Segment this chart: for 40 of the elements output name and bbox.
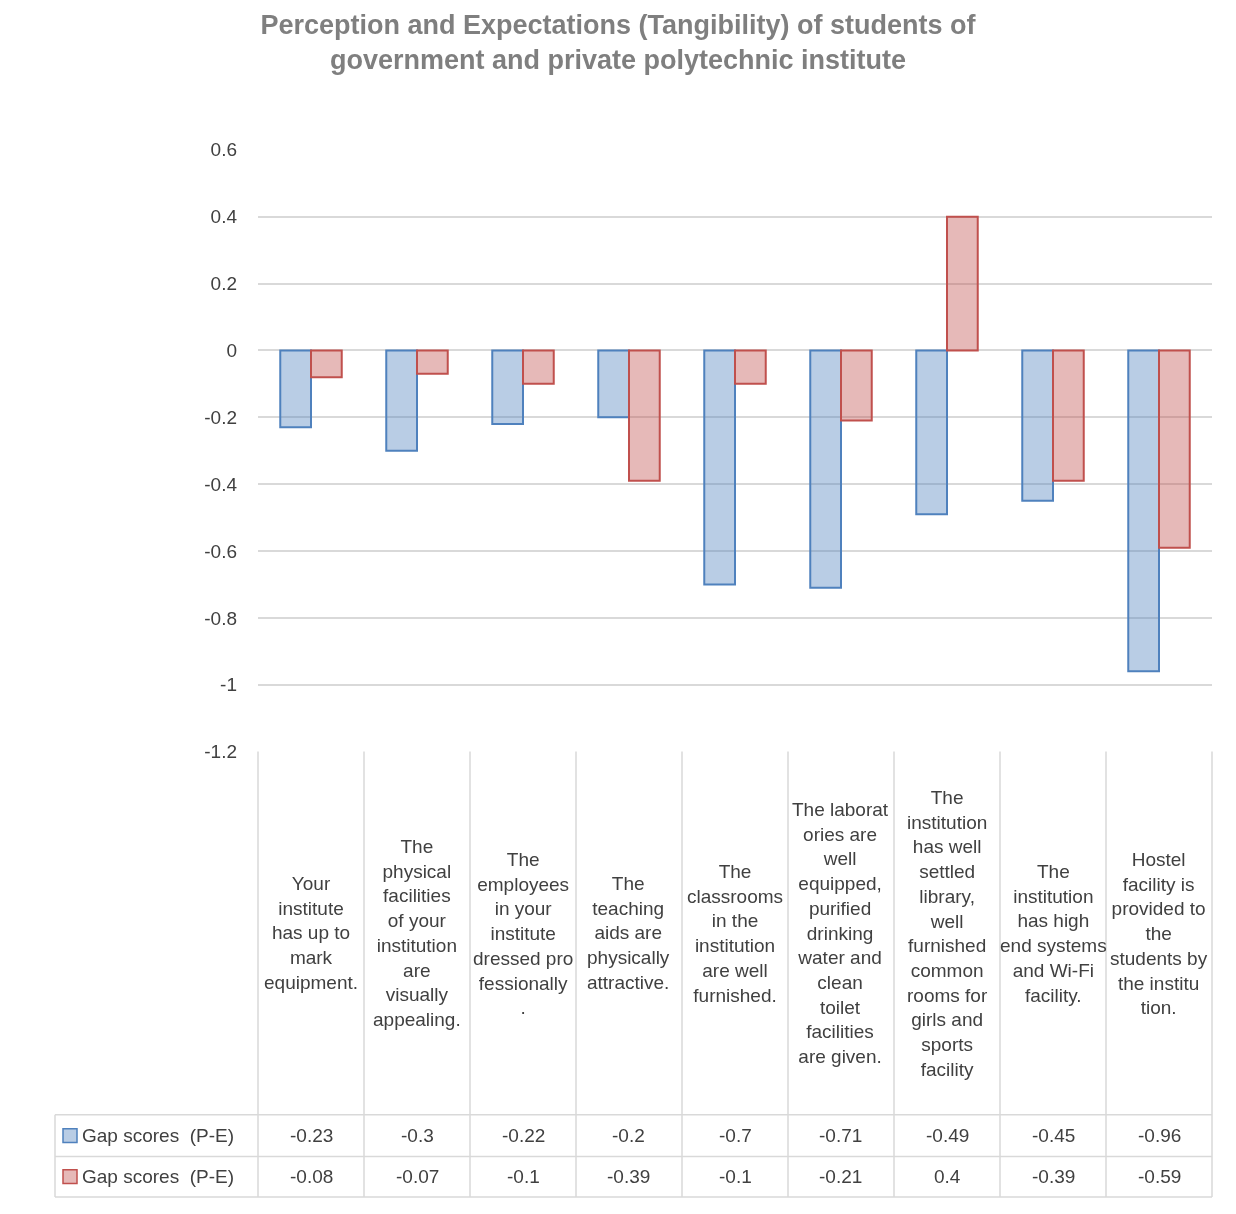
x-tick-label: The employees in your institute dressed professionally. <box>473 849 574 1019</box>
y-tick-label: -1 <box>220 674 237 696</box>
chart-title: Perception and Expectations (Tangibility) of students of government and private polytechnic institute <box>260 9 977 76</box>
x-tick-label: Your institute has up to mark equipment. <box>264 873 359 993</box>
data-label: -0.22 <box>502 1125 546 1146</box>
x-tick-label: The institution has high end systems and Wi-Fi facility. <box>1000 861 1107 1006</box>
x-tick-label: Hostel facility is provided to the students by the institution. <box>1110 849 1208 1019</box>
data-label: -0.7 <box>719 1125 752 1146</box>
y-tick-label: 0 <box>226 340 237 362</box>
data-label: -0.45 <box>1032 1125 1076 1146</box>
data-label: -0.39 <box>607 1166 651 1187</box>
x-tick-label: The teaching aids are physically attractive. <box>587 873 670 993</box>
data-label: -0.23 <box>290 1125 334 1146</box>
data-label: -0.71 <box>819 1125 863 1146</box>
data-label: -0.21 <box>819 1166 863 1187</box>
data-label: -0.1 <box>507 1166 540 1187</box>
data-label: -0.96 <box>1138 1125 1182 1146</box>
y-tick-label: -0.6 <box>204 540 237 562</box>
data-label: 0.4 <box>934 1166 961 1187</box>
y-tick-label: 0.4 <box>210 206 238 228</box>
legend-label: Gap scores (P-E) <box>82 1125 235 1146</box>
data-label: -0.07 <box>396 1166 440 1187</box>
data-label: -0.39 <box>1032 1166 1076 1187</box>
legend-label: Gap scores (P-E) <box>82 1166 235 1187</box>
y-tick-label: 0.2 <box>210 273 237 295</box>
data-label: -0.1 <box>719 1166 752 1187</box>
data-label: -0.3 <box>401 1125 434 1146</box>
x-tick-label: The classrooms in the institution are well furnished. <box>687 861 784 1006</box>
x-tick-label: The physical facilities of your institution are visually appealing. <box>373 836 461 1030</box>
y-tick-label: -0.2 <box>204 406 237 428</box>
y-tick-label: -1.2 <box>204 741 237 763</box>
y-tick-label: -0.8 <box>204 607 237 629</box>
category-label: The institution has well settled library, well furnished common rooms for girls and sports facility <box>907 787 988 1080</box>
category-label: The laboratories are well equipped, purified drinking water and clean toilet facilities are given. <box>792 799 889 1067</box>
data-label: -0.59 <box>1138 1166 1182 1187</box>
data-label: -0.49 <box>926 1125 970 1146</box>
y-tick-label: -0.4 <box>204 473 238 495</box>
data-label: -0.08 <box>290 1166 334 1187</box>
y-tick-label: 0.6 <box>210 139 237 161</box>
data-label: -0.2 <box>612 1125 645 1146</box>
